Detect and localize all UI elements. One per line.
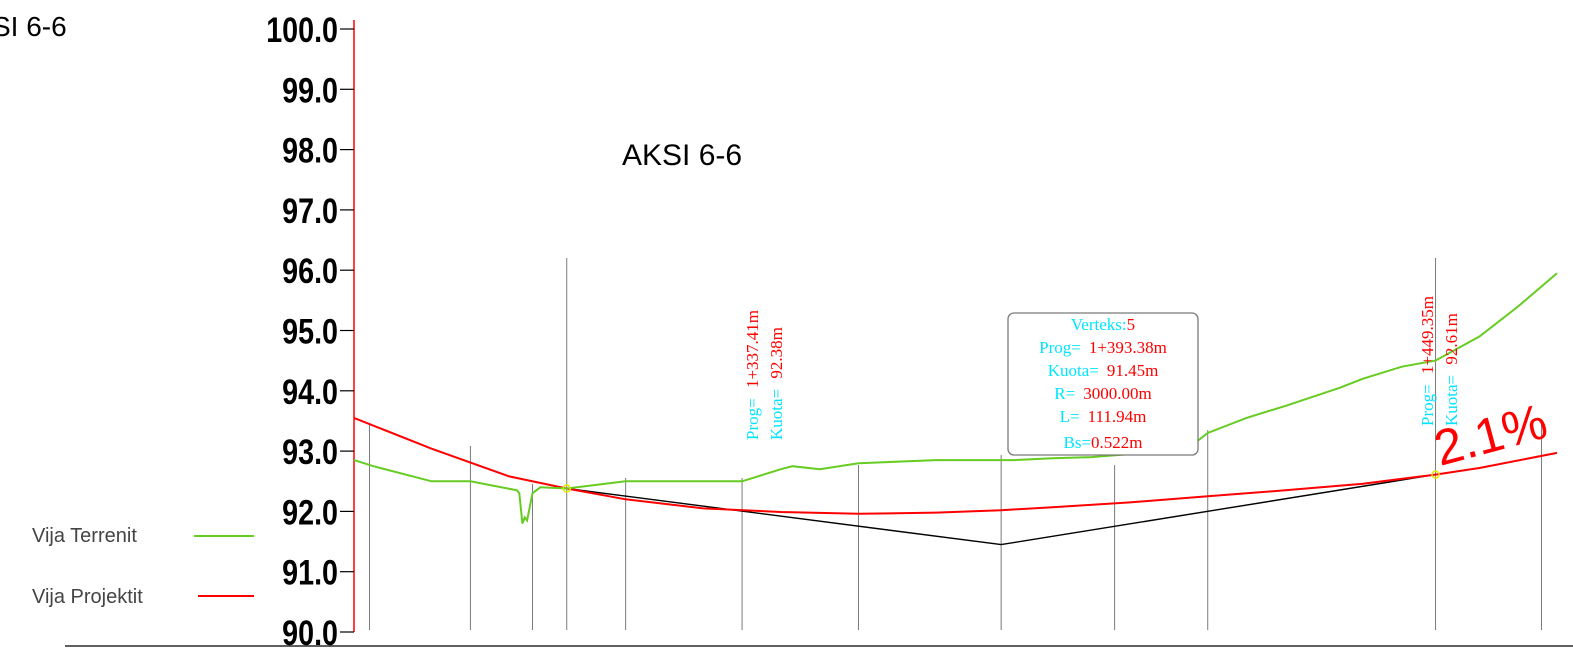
vertex-prog-value: 1+393.38m xyxy=(1089,338,1167,357)
point-label-right: Prog= 1+449.35m Kuota= 92.61m xyxy=(1418,296,1461,426)
y-tick-label: 94.0 xyxy=(282,372,338,411)
vertex-box-frame xyxy=(1007,312,1199,456)
y-tick-label: 90.0 xyxy=(282,613,338,650)
tangent-point-marker xyxy=(1431,470,1440,479)
y-tick-label: 95.0 xyxy=(282,312,338,351)
svg-text:Prog= 1+449.35m: Prog= 1+449.35m xyxy=(1418,296,1437,426)
terrain-line xyxy=(353,272,1558,524)
vertex-info-box: Verteks:5 Prog= 1+393.38m Kuota= 91.45m R=… xyxy=(1007,312,1199,456)
vertex-kuota-value: 91.45m xyxy=(1107,361,1158,380)
tangent-line xyxy=(566,473,1436,546)
y-tick-label: 98.0 xyxy=(282,131,338,170)
svg-text:Prog= 1+337.41m: Prog= 1+337.41m xyxy=(743,310,762,440)
corner-title: SI 6-6 xyxy=(0,11,67,42)
y-tick-label: 92.0 xyxy=(282,493,338,532)
vertex-r-key: R= xyxy=(1054,384,1075,403)
y-tick-label: 93.0 xyxy=(282,432,338,471)
right-kuota-key: Kuota= xyxy=(1442,375,1461,426)
tangent-point-marker xyxy=(562,484,571,493)
svg-text:Kuota= 92.61m: Kuota= 92.61m xyxy=(1442,313,1461,426)
right-prog-value: 1+449.35m xyxy=(1418,296,1437,374)
svg-text:Bs=0.522m: Bs=0.522m xyxy=(1063,433,1142,452)
svg-text:Kuota= 92.38m: Kuota= 92.38m xyxy=(767,327,786,440)
vertex-l-value: 111.94m xyxy=(1088,407,1147,426)
left-prog-key: Prog= xyxy=(743,398,762,440)
y-tick-label: 97.0 xyxy=(282,191,338,230)
vertex-key: Verteks: xyxy=(1071,315,1127,334)
vertex-kuota-key: Kuota= xyxy=(1048,361,1099,380)
vertex-value: 5 xyxy=(1127,315,1136,334)
y-tick-label: 91.0 xyxy=(282,553,338,592)
point-label-left: Prog= 1+337.41m Kuota= 92.38m xyxy=(743,310,786,440)
legend-terrain-label: Vija Terrenit xyxy=(32,525,137,547)
y-axis-ticks: 100.0 99.0 98.0 97.0 96.0 95.0 94.0 93.0 92.0 91.… xyxy=(266,10,354,650)
right-kuota-value: 92.61m xyxy=(1442,313,1461,364)
svg-text:Verteks:5: Verteks:5 xyxy=(1071,315,1135,334)
vertex-bs-key: Bs= xyxy=(1063,433,1091,452)
tangent-point-markers xyxy=(562,470,1440,493)
right-prog-key: Prog= xyxy=(1418,384,1437,426)
svg-text:Prog=1+393.38m: Prog= 1+393.38m xyxy=(1039,338,1167,357)
y-tick-label: 99.0 xyxy=(282,71,338,110)
vertex-bs-value: 0.522m xyxy=(1091,433,1142,452)
svg-text:Kuota=91.45m: Kuota= 91.45m xyxy=(1048,361,1159,380)
legend: Vija Terrenit Vija Projektit xyxy=(32,525,254,608)
profile-title: AKSI 6-6 xyxy=(622,139,742,172)
y-tick-label: 100.0 xyxy=(266,10,338,49)
vertex-l-key: L= xyxy=(1060,407,1080,426)
left-prog-value: 1+337.41m xyxy=(743,310,762,388)
y-tick-label: 96.0 xyxy=(282,251,338,290)
left-kuota-value: 92.38m xyxy=(767,327,786,378)
station-lines xyxy=(369,258,1542,630)
vertex-r-value: 3000.00m xyxy=(1083,384,1151,403)
left-kuota-key: Kuota= xyxy=(767,389,786,440)
svg-text:L=111.94m: L= 111.94m xyxy=(1060,407,1147,426)
project-line xyxy=(353,416,1558,515)
legend-project-label: Vija Projektit xyxy=(32,586,143,608)
svg-text:R=3000.00m: R= 3000.00m xyxy=(1054,384,1151,403)
vertex-prog-key: Prog= xyxy=(1039,338,1081,357)
